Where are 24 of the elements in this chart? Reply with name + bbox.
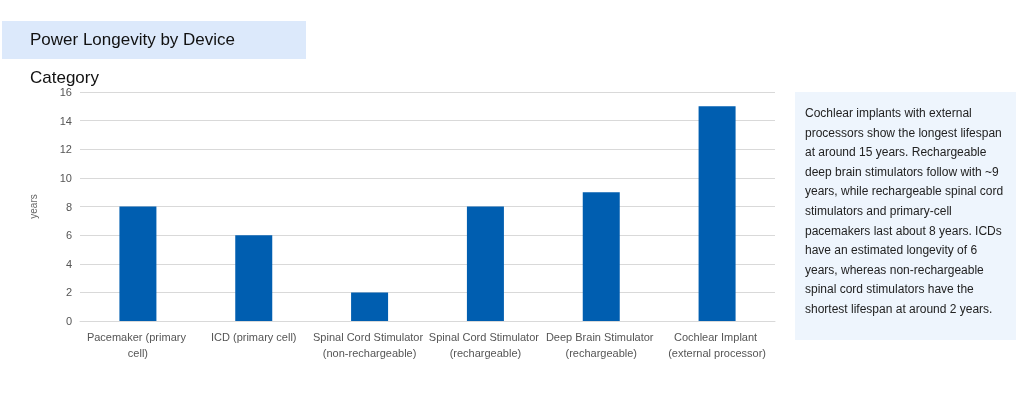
y-tick-label: 10 bbox=[59, 171, 72, 184]
y-tick-label: 0 bbox=[65, 315, 72, 327]
bar bbox=[698, 106, 736, 321]
bar bbox=[235, 235, 273, 321]
y-tick-label: 4 bbox=[65, 257, 72, 270]
y-axis-title: years bbox=[27, 194, 39, 219]
chart-title: Power Longevity by Device Category bbox=[29, 29, 237, 87]
bar bbox=[466, 206, 504, 321]
y-tick-label: 8 bbox=[65, 200, 72, 213]
x-tick-label: Cochlear Implant (external processor) bbox=[668, 331, 766, 359]
x-tick-label: Deep Brain Stimulator (rechargeable) bbox=[545, 331, 657, 359]
text: Cochlear implants with external processors show the longest lifespan at around 15 years. Rechargeable deep brain stimulators follow with ~9 years, while rechargeable spinal cord stimulators and primary-cell pacemakers last about 8 years. ICDs have an estimated longevity of 6 years, whereas non-rechargeable spinal cord stimulators have the shortest lifespan at around 2 years. bbox=[805, 106, 1004, 316]
y-tick-label: 12 bbox=[59, 143, 72, 156]
x-tick-label: ICD (primary cell) bbox=[210, 331, 297, 343]
y-tick-label: 2 bbox=[65, 286, 72, 299]
bar bbox=[351, 292, 389, 321]
x-tick-label: Pacemaker (primary cell) bbox=[86, 331, 189, 359]
y-tick-label: 16 bbox=[59, 86, 72, 98]
bar bbox=[582, 192, 620, 321]
y-tick-label: 14 bbox=[59, 114, 72, 127]
x-tick-label: Spinal Cord Stimulator (non-rechargeable) bbox=[313, 331, 427, 359]
x-tick-label: Spinal Cord Stimulator (rechargeable) bbox=[428, 331, 542, 359]
bar bbox=[119, 206, 157, 321]
y-tick-label: 6 bbox=[65, 229, 72, 242]
